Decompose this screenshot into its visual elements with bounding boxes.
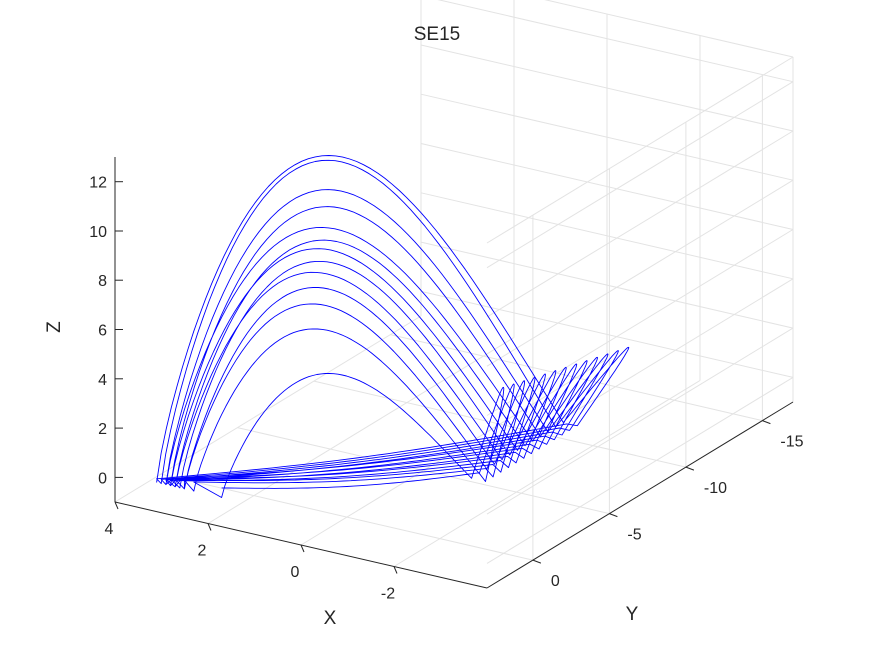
z-tick-label: 10 xyxy=(89,224,107,241)
x-tick-label: 2 xyxy=(198,543,207,560)
grid-line-side-z xyxy=(420,93,794,181)
y-tick-label: -5 xyxy=(627,527,641,544)
grid-line-floor-y xyxy=(237,427,610,515)
y-tick-mark xyxy=(685,466,695,471)
y-tick-label: -15 xyxy=(780,434,803,451)
grid-line-back-z xyxy=(486,179,794,367)
grid-line-side-z xyxy=(420,241,794,329)
grid-edge xyxy=(544,0,794,58)
z-tick-label: 8 xyxy=(98,273,107,290)
grid-line-side-z xyxy=(420,143,794,230)
grid-line-floor-y xyxy=(313,380,687,468)
y-axis-line xyxy=(486,401,794,589)
grid-line-side-z xyxy=(420,192,794,280)
grid-line-back-z xyxy=(486,278,794,466)
grid-line-floor-y xyxy=(390,334,763,422)
x-tick-label: 0 xyxy=(291,564,300,581)
x-axis-label: X xyxy=(324,608,337,629)
z-tick-label: 4 xyxy=(98,372,107,389)
trajectory-line xyxy=(156,155,630,498)
z-tick-label: 12 xyxy=(89,175,107,192)
grid-line-side-z xyxy=(437,0,794,83)
z-tick-label: 2 xyxy=(98,421,107,438)
y-tick-mark xyxy=(609,513,618,518)
x-tick-mark xyxy=(207,523,212,531)
x-tick-mark xyxy=(300,544,305,553)
data-layer xyxy=(156,155,630,498)
axis-layer xyxy=(114,157,794,589)
grid-line-back-z xyxy=(486,327,794,515)
z-tick-label: 0 xyxy=(98,470,107,487)
y-tick-label: -10 xyxy=(704,480,727,497)
grid-edge xyxy=(486,56,794,244)
grid-layer xyxy=(114,0,794,567)
x-tick-mark xyxy=(393,566,398,574)
z-tick-label: 6 xyxy=(98,323,107,340)
grid-line-floor-x xyxy=(300,358,608,546)
tick-layer: 4 2 0 -2 0 -5 -10 -15 0 2 4 6 8 10 12 xyxy=(89,175,803,603)
x-tick-label: 4 xyxy=(105,521,114,538)
y-tick-mark xyxy=(532,559,542,564)
grid-line-back-z xyxy=(486,376,794,564)
grid-line-back-z xyxy=(486,81,794,269)
x-tick-mark xyxy=(114,501,119,510)
grid-line-floor-y xyxy=(160,473,534,561)
grid-line-side-z xyxy=(420,290,794,378)
x-tick-label: -2 xyxy=(381,586,395,603)
y-axis-label: Y xyxy=(626,604,639,625)
grid-line-floor-x xyxy=(393,380,701,567)
grid-line-side-z xyxy=(420,44,794,132)
grid-line-floor-x xyxy=(114,315,422,503)
y-tick-label: 0 xyxy=(551,573,560,590)
grid-line-floor-x xyxy=(207,337,515,524)
chart-title: SE15 xyxy=(414,24,460,45)
grid-line-back-z xyxy=(486,130,794,318)
z-axis-label: Z xyxy=(44,321,65,333)
y-tick-mark xyxy=(762,420,771,425)
